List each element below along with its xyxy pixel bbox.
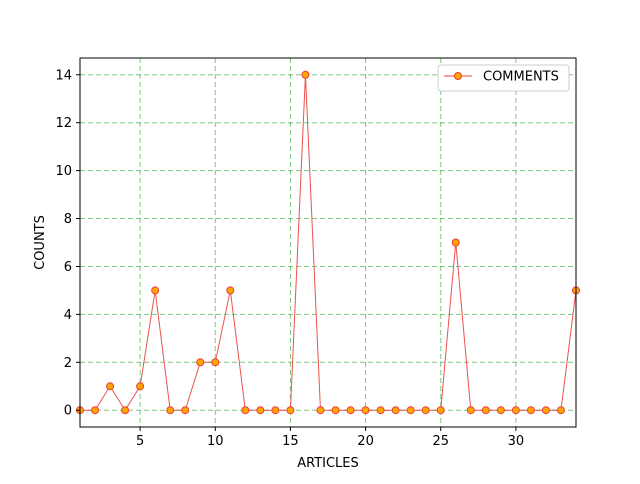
data-point: [511, 406, 520, 415]
data-point: [451, 238, 460, 247]
data-point: [436, 406, 445, 415]
data-point: [181, 406, 190, 415]
data-point: [541, 406, 550, 415]
x-tick-label: 20: [357, 434, 374, 449]
ticks: 5 10 15 20 25 30 0 2 4 6 8 10 12 14: [55, 68, 524, 449]
data-point: [346, 406, 355, 415]
y-tick-label: 2: [64, 356, 72, 371]
grid: [80, 58, 576, 427]
data-point: [211, 358, 220, 367]
data-point: [166, 406, 175, 415]
axes-frame: [79, 57, 577, 428]
y-tick-label: 6: [64, 260, 72, 275]
data-point: [226, 286, 235, 295]
y-axis-label: COUNTS: [33, 215, 48, 270]
data-point: [241, 406, 250, 415]
data-point: [406, 406, 415, 415]
data-point: [106, 382, 115, 391]
x-tick-label: 25: [432, 434, 449, 449]
data-point: [526, 406, 535, 415]
legend: COMMENTS: [437, 64, 570, 92]
legend-box: [437, 64, 570, 92]
data-point: [91, 406, 100, 415]
x-tick-label: 10: [207, 434, 224, 449]
data-point: [316, 406, 325, 415]
data-point: [361, 406, 370, 415]
data-point: [421, 406, 430, 415]
y-tick-label: 4: [64, 308, 72, 323]
y-tick-label: 14: [55, 68, 72, 83]
data-point: [151, 286, 160, 295]
x-axis-label: ARTICLES: [297, 456, 359, 471]
data-point: [331, 406, 340, 415]
data-point: [136, 382, 145, 391]
data-point: [301, 70, 310, 79]
data-point: [466, 406, 475, 415]
legend-label: COMMENTS: [483, 70, 559, 85]
y-tick-label: 0: [64, 404, 72, 419]
y-tick-label: 12: [55, 116, 72, 131]
legend-marker-swatch: [454, 72, 462, 80]
data-point: [391, 406, 400, 415]
data-point: [271, 406, 280, 415]
x-tick-label: 15: [282, 434, 299, 449]
series-line: [80, 74, 577, 412]
x-tick-label: 5: [136, 434, 144, 449]
data-point: [256, 406, 265, 415]
data-point: [196, 358, 205, 367]
data-point: [496, 406, 505, 415]
data-point: [481, 406, 490, 415]
y-tick-label: 10: [55, 164, 72, 179]
x-tick-label: 30: [508, 434, 525, 449]
data-point: [556, 406, 565, 415]
data-point: [121, 406, 130, 415]
data-point: [376, 406, 385, 415]
series-layer: [76, 70, 580, 415]
data-point: [286, 406, 295, 415]
y-tick-label: 8: [64, 212, 72, 227]
